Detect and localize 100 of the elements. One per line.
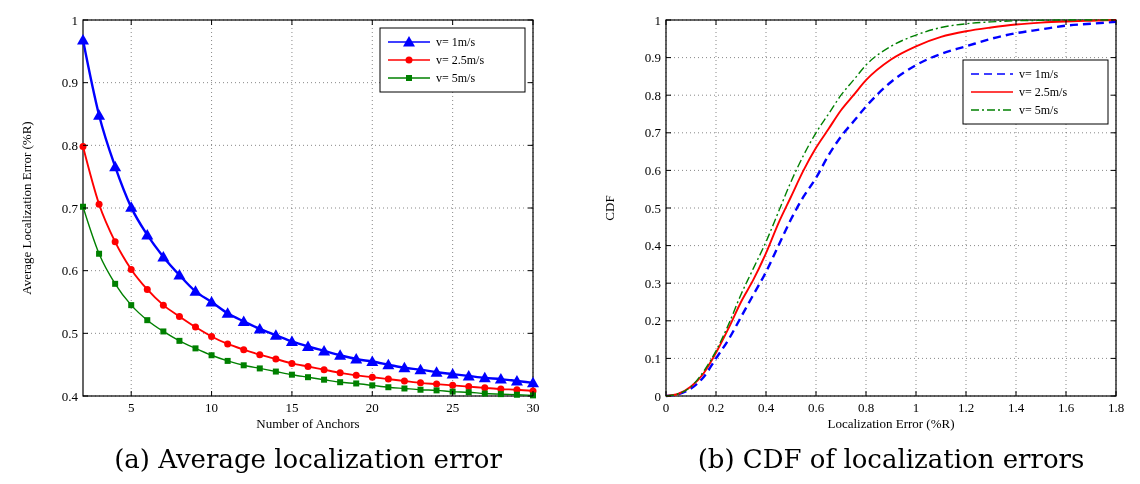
point <box>400 377 408 385</box>
point <box>417 386 424 393</box>
point <box>494 373 507 384</box>
point <box>96 250 103 257</box>
point <box>112 280 119 287</box>
x-tick-label: 1.2 <box>957 400 975 415</box>
point <box>369 382 376 389</box>
x-tick-label: 1 <box>912 400 920 415</box>
point <box>449 381 457 389</box>
x-tick-label: 1.8 <box>1107 400 1125 415</box>
point <box>384 375 392 383</box>
y-tick-label: 0.1 <box>644 350 661 366</box>
point <box>288 359 296 367</box>
point <box>144 317 151 324</box>
y-tick-label: 0.3 <box>644 275 661 291</box>
point <box>143 285 151 293</box>
point <box>127 265 135 273</box>
point <box>237 315 250 326</box>
point <box>173 269 186 280</box>
point <box>269 329 282 340</box>
point <box>430 366 443 377</box>
point <box>111 238 119 246</box>
point <box>175 312 183 320</box>
point <box>160 328 167 335</box>
x-tick-label: 1.6 <box>1057 400 1075 415</box>
point <box>157 250 170 262</box>
point <box>272 368 279 375</box>
y-tick-label: 0.8 <box>644 87 661 103</box>
point <box>302 340 314 351</box>
x-tick-label: 0.2 <box>707 400 725 415</box>
point <box>336 369 344 377</box>
x-axis-title: Number of Anchors <box>256 416 360 431</box>
point <box>221 307 234 318</box>
point <box>350 353 363 364</box>
y-tick-label: 0.5 <box>61 325 78 341</box>
point <box>382 358 395 370</box>
point <box>288 371 295 378</box>
point <box>398 361 411 373</box>
x-tick-label: 15 <box>285 400 299 415</box>
x-axis-title: Localization Error (%R) <box>827 416 955 431</box>
y-axis-title: Average Localization Error (%R) <box>19 121 34 295</box>
point <box>527 376 539 388</box>
legend-label: v= 1m/s <box>1019 67 1059 82</box>
point <box>256 365 263 372</box>
point <box>305 374 311 381</box>
x-tick-label: 0.8 <box>857 400 875 415</box>
point <box>272 355 280 363</box>
point <box>401 385 408 392</box>
x-tick-label: 5 <box>127 400 135 415</box>
legend-label: v= 2.5m/s <box>436 53 485 68</box>
y-tick-label: 0.6 <box>644 162 662 178</box>
point <box>208 332 216 340</box>
x-tick-label: 1.4 <box>1007 400 1025 415</box>
point <box>497 391 504 398</box>
point <box>465 389 472 396</box>
x-tick-label: 0.6 <box>807 400 825 415</box>
point <box>465 383 473 391</box>
point <box>462 369 475 381</box>
point <box>320 366 328 374</box>
legend-label: v= 5m/s <box>436 71 476 86</box>
point <box>176 337 183 344</box>
point <box>385 384 392 391</box>
text: (a) Average localization error <box>114 444 503 474</box>
legend-label: v= 5m/s <box>1019 103 1059 118</box>
point <box>240 362 247 369</box>
point <box>125 201 138 212</box>
point <box>192 323 199 331</box>
point <box>93 109 106 120</box>
y-tick-label: 1 <box>71 12 78 28</box>
point <box>256 351 264 359</box>
point <box>353 380 360 387</box>
text: (b) CDF of localization errors <box>697 444 1085 474</box>
point <box>159 301 167 309</box>
point <box>433 387 440 394</box>
point <box>510 374 523 386</box>
point <box>481 390 488 397</box>
point <box>481 384 489 392</box>
point <box>253 322 266 334</box>
point <box>285 335 298 346</box>
point <box>95 200 103 208</box>
y-tick-label: 0.7 <box>644 125 662 141</box>
point <box>414 363 427 375</box>
point <box>334 349 347 360</box>
x-tick-label: 10 <box>205 400 219 415</box>
point <box>192 345 199 352</box>
point <box>79 143 87 151</box>
legend-label: v= 2.5m/s <box>1019 85 1068 100</box>
y-tick-label: 0.9 <box>61 75 78 91</box>
x-tick-label: 0.4 <box>757 400 775 415</box>
y-tick-label: 0 <box>654 388 661 404</box>
point <box>205 296 218 307</box>
point <box>446 368 459 379</box>
point <box>318 344 331 356</box>
point <box>337 379 344 386</box>
y-tick-label: 1 <box>654 12 661 28</box>
y-tick-label: 0.7 <box>61 200 79 216</box>
point <box>224 340 232 348</box>
point <box>478 371 491 383</box>
y-tick-label: 0.8 <box>61 137 78 153</box>
point <box>513 391 520 398</box>
